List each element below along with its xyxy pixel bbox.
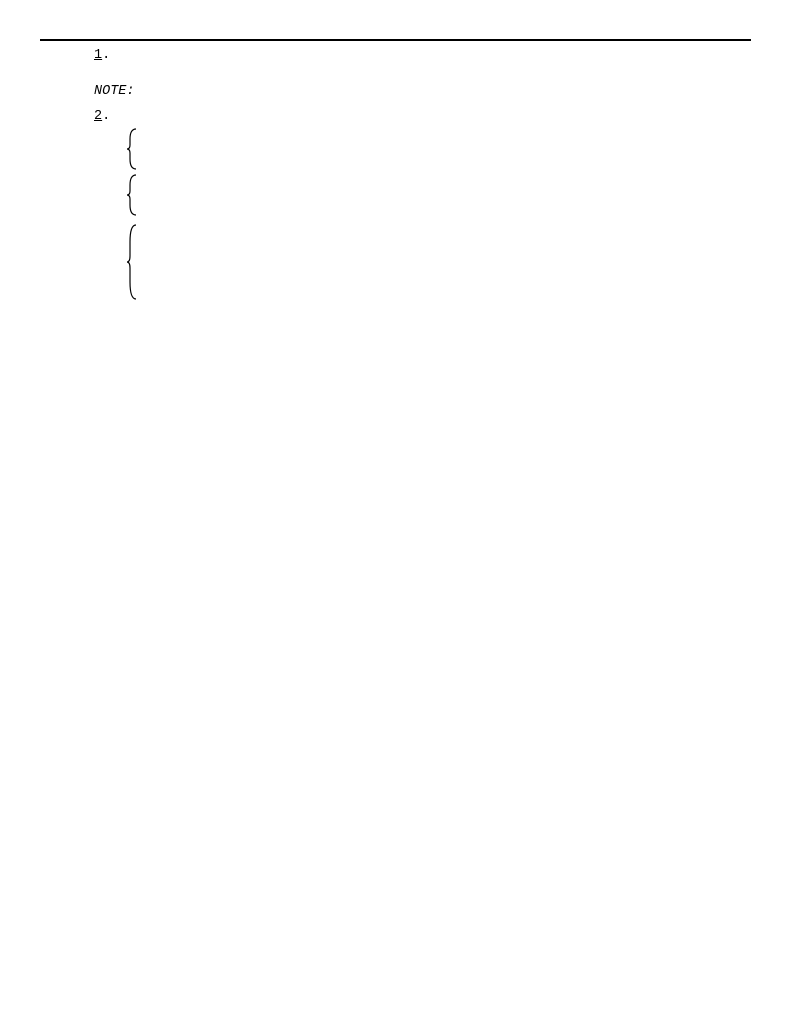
page-footer	[743, 982, 751, 998]
note-text: NOTE:	[94, 83, 751, 101]
vt-row	[120, 128, 751, 170]
vs-row	[120, 224, 751, 300]
section-2-title: 2.	[94, 108, 751, 126]
ht-row	[120, 174, 751, 216]
section-1-title: 1.	[94, 47, 751, 65]
header-rule	[40, 39, 751, 41]
